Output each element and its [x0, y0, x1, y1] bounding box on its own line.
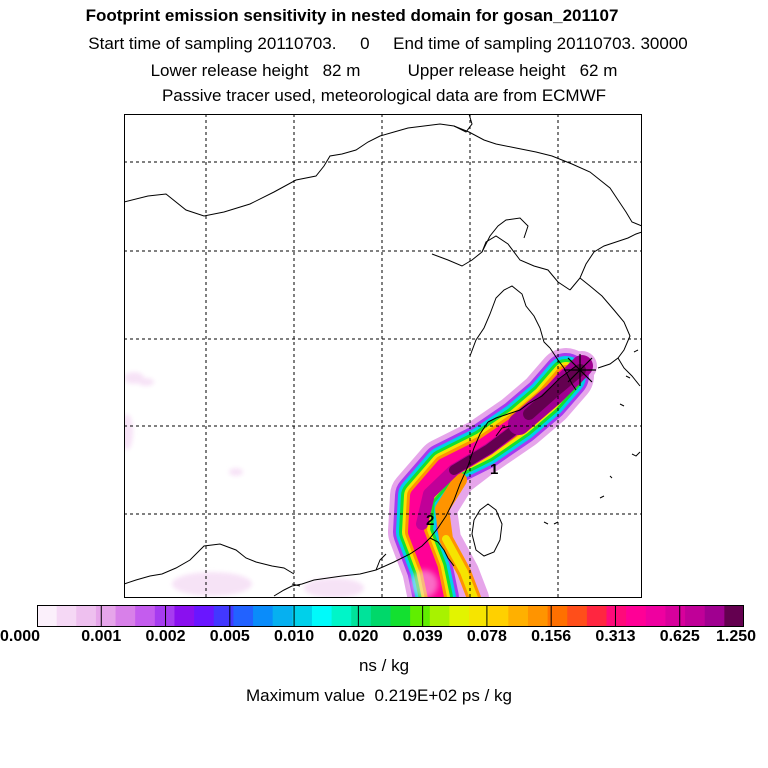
trajectory-marker-1: 1 [490, 461, 498, 478]
colorbar-swatch [213, 605, 234, 627]
colorbar-swatch [724, 605, 744, 627]
colorbar-swatch [174, 605, 195, 627]
colorbar-swatch [135, 605, 156, 627]
colorbar-swatch [645, 605, 666, 627]
colorbar-swatch [331, 605, 352, 627]
colorbar-tick-label: 0.039 [402, 628, 443, 645]
colorbar-swatch [154, 605, 175, 627]
maximum-value-label: Maximum value 0.219E+02 ps / kg [246, 686, 512, 705]
colorbar-swatch [626, 605, 647, 627]
colorbar-swatch [606, 605, 627, 627]
colorbar-swatch [527, 605, 549, 627]
colorbar-tick-label: 0.002 [145, 628, 186, 645]
colorbar-swatch [586, 605, 608, 627]
colorbar-tick-label: 0.010 [274, 628, 315, 645]
colorbar-swatch [95, 605, 117, 627]
colorbar-tick-label: 0.625 [659, 628, 700, 645]
colorbar-swatch [292, 605, 313, 627]
colorbar-swatch [370, 605, 391, 627]
colorbar-swatch [508, 605, 529, 627]
colorbar-swatch [410, 605, 431, 627]
colorbar-tick-label: 0.001 [81, 628, 122, 645]
colorbar-swatch [56, 605, 77, 627]
colorbar-swatch [233, 605, 254, 627]
sampling-time-line: Start time of sampling 20110703. 0 End t… [88, 34, 688, 53]
colorbar-swatch [449, 605, 470, 627]
colorbar-swatch [194, 605, 215, 627]
colorbar-tick-label: 0.005 [209, 628, 250, 645]
colorbar-tick-label: 0.156 [531, 628, 572, 645]
footprint-map: 1 2 [124, 114, 642, 598]
coastlines [124, 114, 642, 597]
colorbar-tick-label: 1.250 [715, 628, 757, 645]
colorbar-swatch [76, 605, 97, 627]
trajectory-marker-2: 2 [426, 512, 434, 529]
colorbar-swatch [351, 605, 372, 627]
colorbar-swatch [429, 605, 450, 627]
colorbar-border [37, 605, 744, 627]
tracer-info-line: Passive tracer used, meteorological data… [161, 86, 607, 105]
receptor-star [564, 354, 596, 386]
colorbar-swatch [685, 605, 706, 627]
sensitivity-plume [124, 348, 597, 598]
colorbar-tick-label: 0.020 [338, 628, 379, 645]
colorbar-swatch [253, 605, 274, 627]
colorbar-tick-label: 0.313 [595, 628, 636, 645]
plot-title: Footprint emission sensitivity in nested… [85, 6, 619, 25]
colorbar-swatch [547, 605, 568, 627]
release-height-line: Lower release height 82 m Upper release … [150, 61, 618, 80]
colorbar-swatch [311, 605, 333, 627]
colorbar-swatch [37, 605, 58, 627]
graticule [124, 114, 642, 598]
colorbar-swatch [469, 605, 490, 627]
colorbar [37, 605, 744, 627]
colorbar-swatch [567, 605, 588, 627]
units-label: ns / kg [358, 656, 410, 675]
colorbar-tick-label: 0.000 [0, 628, 41, 645]
colorbar-swatch [272, 605, 293, 627]
colorbar-tick-label: 0.078 [466, 628, 507, 645]
colorbar-swatch [390, 605, 411, 627]
colorbar-swatch [488, 605, 509, 627]
colorbar-swatch [665, 605, 686, 627]
colorbar-swatch [115, 605, 136, 627]
colorbar-swatch [704, 605, 725, 627]
map-border [124, 114, 642, 598]
